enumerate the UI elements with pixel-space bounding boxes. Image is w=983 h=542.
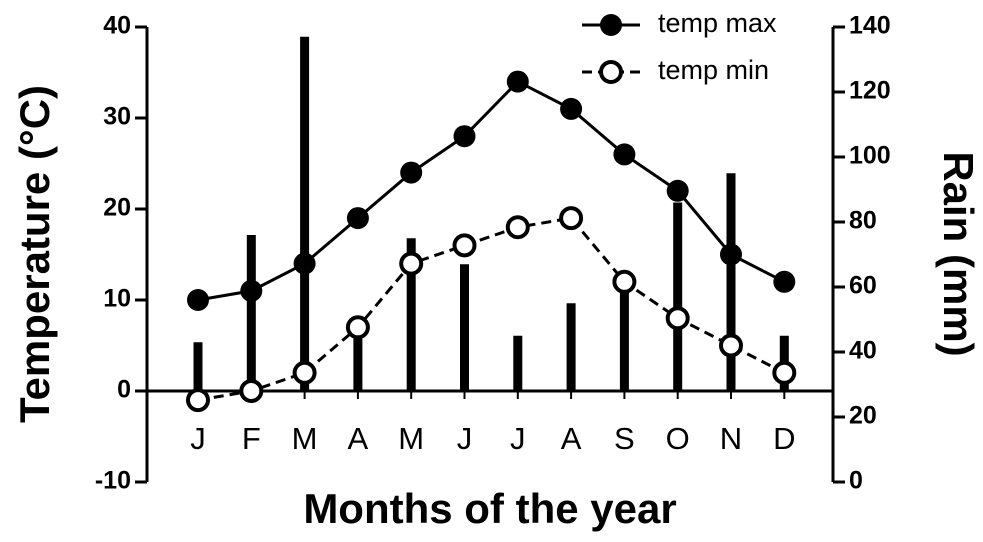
point [720, 243, 742, 266]
rain-bar [619, 280, 629, 391]
x-tick-label: F [242, 421, 261, 456]
legend-label: temp min [658, 55, 769, 85]
y2-tick-label: 20 [849, 402, 877, 430]
x-tick-label: J [457, 421, 473, 456]
x-tick-label: A [561, 421, 582, 456]
point [400, 161, 423, 184]
point [452, 233, 477, 258]
point [560, 97, 583, 120]
point [293, 252, 316, 275]
point [453, 125, 476, 148]
point [292, 360, 317, 385]
point [613, 143, 636, 166]
x-tick-label: A [348, 421, 369, 456]
x-tick-label: S [614, 421, 635, 456]
point [665, 306, 690, 331]
point [719, 333, 743, 358]
rain-bar [353, 335, 363, 391]
rain-bar [460, 264, 469, 391]
point [559, 206, 584, 231]
point [186, 388, 210, 413]
point [666, 179, 689, 202]
line [197, 79, 785, 302]
x-tick-label: J [510, 421, 526, 456]
y2-tick-label: 140 [849, 12, 891, 40]
rain-bar [406, 238, 416, 391]
y2-tick-label: 100 [849, 142, 891, 170]
rain-bar [193, 342, 203, 391]
y2-tick-label: 60 [849, 272, 877, 300]
point [773, 270, 796, 293]
rain-bar [246, 235, 256, 391]
point [506, 70, 529, 93]
y-tick-label: 10 [103, 285, 131, 313]
x-tick-label: M [398, 421, 424, 456]
x-tick-label: J [190, 421, 206, 456]
y2-axis-title: Rain (mm) [935, 151, 982, 356]
rain-bar [513, 335, 523, 391]
x-tick-label: D [773, 421, 795, 456]
point [505, 215, 530, 240]
rain-bar [300, 36, 310, 391]
y2-tick-label: 80 [849, 207, 877, 235]
point [399, 251, 424, 276]
point [240, 279, 263, 302]
point [239, 379, 264, 403]
y-tick-label: -10 [95, 467, 131, 495]
y-tick-label: 20 [103, 194, 131, 222]
rain-bar [673, 202, 683, 391]
point [612, 269, 637, 294]
y-tick-label: 0 [117, 376, 131, 404]
x-tick-label: M [292, 421, 318, 456]
y2-tick-label: 40 [849, 337, 877, 365]
point [772, 360, 797, 385]
legend-label: temp max [658, 8, 777, 38]
x-axis-title: Months of the year [303, 485, 676, 532]
point [346, 207, 369, 230]
x-tick-label: O [666, 421, 690, 456]
point [345, 315, 370, 340]
legend-marker [599, 60, 623, 84]
legend-marker [600, 14, 622, 36]
point [187, 289, 209, 311]
rain-bar [566, 303, 576, 391]
line [197, 216, 785, 402]
y-tick-label: 30 [103, 103, 131, 131]
y2-tick-label: 0 [849, 467, 863, 495]
y-axis-title: Temperature (°C) [11, 85, 58, 423]
x-tick-label: N [720, 421, 742, 456]
y-tick-label: 40 [103, 12, 131, 40]
y2-tick-label: 120 [849, 77, 891, 105]
rain-bar [726, 173, 736, 391]
